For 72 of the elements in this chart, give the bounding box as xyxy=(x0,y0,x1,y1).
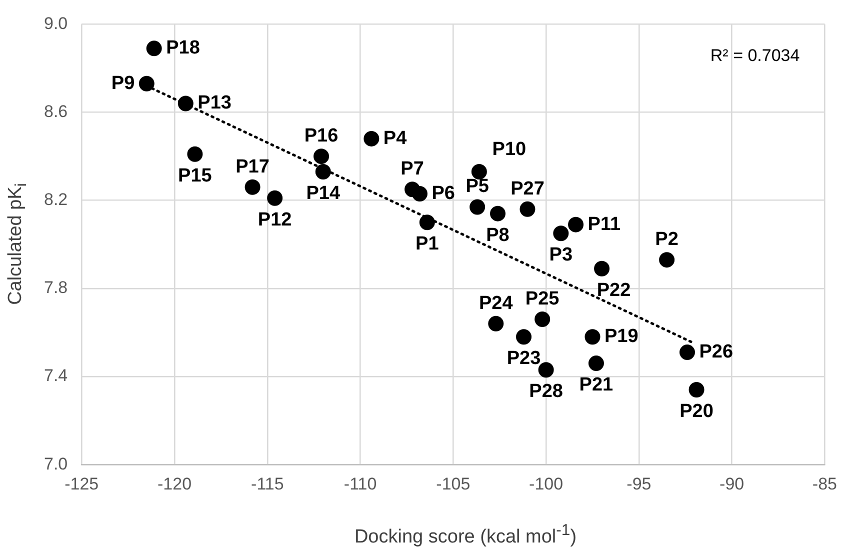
point xyxy=(244,179,260,195)
data-label: P14 xyxy=(306,182,340,204)
point xyxy=(553,226,569,242)
point xyxy=(267,190,283,206)
y-tick-label: 7.4 xyxy=(44,366,68,386)
x-tick-label: -105 xyxy=(436,474,470,494)
point xyxy=(488,316,504,332)
point xyxy=(419,214,435,230)
point xyxy=(568,216,584,232)
y-tick-label: 7.8 xyxy=(44,278,68,298)
data-label: P11 xyxy=(588,214,621,235)
y-tick-label: 8.6 xyxy=(44,102,68,121)
x-tick-label: -95 xyxy=(626,474,652,494)
data-label: P24 xyxy=(478,292,514,314)
point xyxy=(138,76,154,92)
data-label: P7 xyxy=(400,158,424,180)
x-tick-label: -85 xyxy=(812,474,838,494)
data-label: P16 xyxy=(304,126,338,147)
x-tick-label: -120 xyxy=(158,474,192,494)
point xyxy=(178,96,194,112)
y-tick-label: 9.0 xyxy=(44,14,68,33)
data-label: P4 xyxy=(383,128,408,149)
data-label: P23 xyxy=(506,348,541,370)
point xyxy=(364,130,380,146)
y-tick-label: 8.2 xyxy=(44,190,68,210)
annotation: R² = 0.7034 xyxy=(710,46,800,65)
x-tick-label: -125 xyxy=(64,474,99,494)
point xyxy=(470,199,486,215)
data-label: P5 xyxy=(466,176,490,198)
data-label: P10 xyxy=(492,138,526,160)
point xyxy=(471,164,487,180)
point xyxy=(659,252,675,268)
data-label: P27 xyxy=(510,178,544,200)
point xyxy=(679,344,695,360)
point xyxy=(538,362,554,378)
point xyxy=(594,260,610,276)
data-label: P25 xyxy=(525,288,560,310)
y-tick-label: 7.0 xyxy=(44,454,68,474)
data-label: P18 xyxy=(166,38,200,59)
data-label: P19 xyxy=(604,326,638,348)
data-label: P22 xyxy=(596,280,631,301)
data-label: P6 xyxy=(432,182,455,204)
point xyxy=(404,182,420,198)
point xyxy=(520,201,536,217)
data-label: P21 xyxy=(579,374,614,396)
point xyxy=(688,382,704,398)
data-label: P17 xyxy=(236,156,270,178)
data-label: P13 xyxy=(198,92,232,114)
data-label: P2 xyxy=(655,229,678,250)
data-label: P8 xyxy=(486,224,510,246)
x-tick-label: -110 xyxy=(344,474,377,494)
data-label: P12 xyxy=(258,209,292,230)
data-label: P26 xyxy=(699,342,734,363)
data-label: P20 xyxy=(680,400,714,422)
data-label: P3 xyxy=(549,244,573,266)
data-label: P1 xyxy=(416,234,440,255)
point xyxy=(314,148,330,164)
x-axis-title: Docking score (kcal mol$^{-1}$) xyxy=(353,522,578,548)
point xyxy=(534,312,550,328)
x-tick-label: -90 xyxy=(720,474,744,494)
x-tick-label: -115 xyxy=(251,474,284,494)
point xyxy=(584,329,600,345)
data-label: P15 xyxy=(178,165,212,186)
point xyxy=(516,329,532,345)
point xyxy=(187,146,203,162)
x-tick-label: -100 xyxy=(529,474,564,494)
point xyxy=(146,40,162,56)
data-label: P28 xyxy=(529,381,563,402)
point xyxy=(490,206,506,222)
point xyxy=(588,356,604,372)
data-label: P9 xyxy=(111,72,135,94)
point xyxy=(315,164,331,180)
